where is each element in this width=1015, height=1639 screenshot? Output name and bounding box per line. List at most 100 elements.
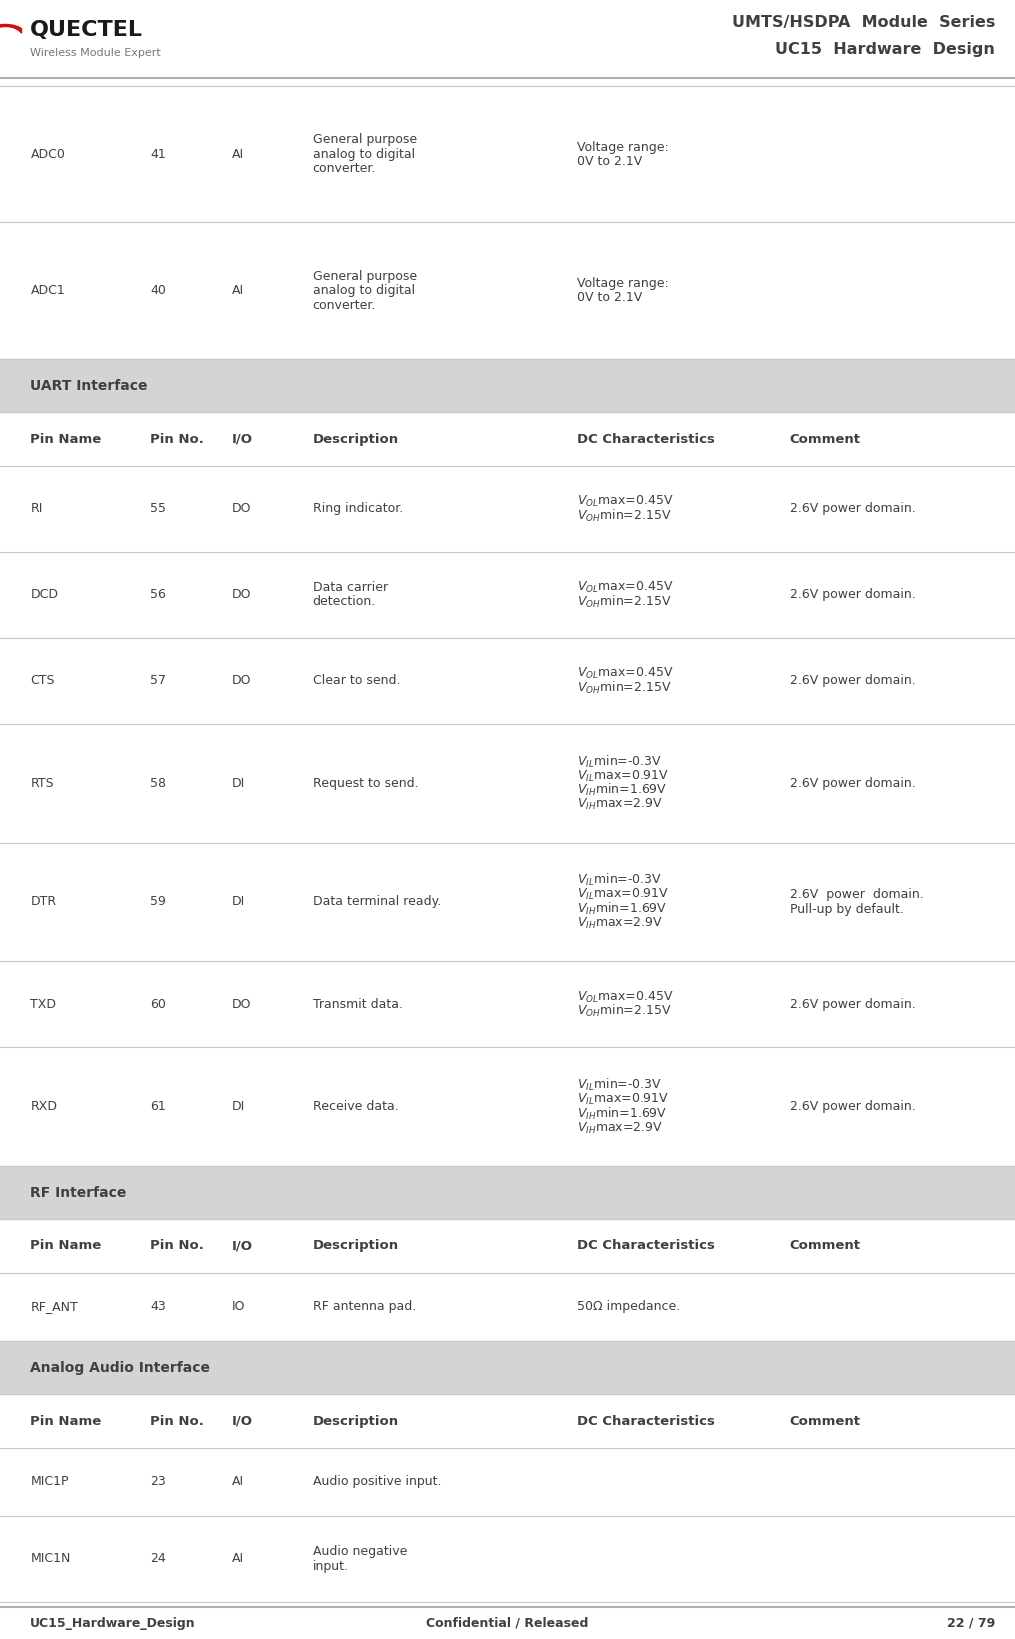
Text: 50Ω impedance.: 50Ω impedance. (577, 1300, 680, 1313)
Text: Transmit data.: Transmit data. (313, 998, 403, 1011)
Text: ADC0: ADC0 (30, 148, 65, 161)
Text: input.: input. (313, 1560, 348, 1573)
Text: Request to send.: Request to send. (313, 777, 418, 790)
Text: DI: DI (231, 777, 245, 790)
Text: UMTS/HSDPA  Module  Series: UMTS/HSDPA Module Series (732, 15, 995, 30)
Text: AI: AI (231, 148, 244, 161)
Text: DC Characteristics: DC Characteristics (577, 433, 715, 446)
Text: $V_{IL}$max=0.91V: $V_{IL}$max=0.91V (577, 1092, 669, 1106)
Text: $V_{OH}$min=2.15V: $V_{OH}$min=2.15V (577, 1003, 671, 1019)
Text: Pin No.: Pin No. (150, 433, 204, 446)
Text: Pin Name: Pin Name (30, 1239, 102, 1252)
Text: Ring indicator.: Ring indicator. (313, 502, 403, 515)
Text: $V_{OL}$max=0.45V: $V_{OL}$max=0.45V (577, 990, 673, 1005)
Text: 61: 61 (150, 1100, 166, 1113)
Text: $V_{IL}$min=-0.3V: $V_{IL}$min=-0.3V (577, 754, 662, 770)
Text: 56: 56 (150, 588, 166, 602)
Text: General purpose: General purpose (313, 133, 417, 146)
Text: Pin No.: Pin No. (150, 1414, 204, 1428)
Text: $V_{IH}$max=2.9V: $V_{IH}$max=2.9V (577, 797, 663, 813)
Text: I/O: I/O (231, 433, 253, 446)
Text: Wireless Module Expert: Wireless Module Expert (30, 48, 160, 57)
Text: DO: DO (231, 588, 251, 602)
Text: CTS: CTS (30, 674, 55, 687)
Text: $V_{IH}$max=2.9V: $V_{IH}$max=2.9V (577, 916, 663, 931)
Text: RF antenna pad.: RF antenna pad. (313, 1300, 416, 1313)
Text: Receive data.: Receive data. (313, 1100, 398, 1113)
Text: Pin Name: Pin Name (30, 433, 102, 446)
Text: 2.6V power domain.: 2.6V power domain. (790, 588, 916, 602)
Text: DC Characteristics: DC Characteristics (577, 1414, 715, 1428)
Text: Voltage range:: Voltage range: (577, 141, 668, 154)
Text: DCD: DCD (30, 588, 59, 602)
Text: IO: IO (231, 1300, 245, 1313)
Text: Audio positive input.: Audio positive input. (313, 1475, 442, 1488)
Text: 2.6V power domain.: 2.6V power domain. (790, 777, 916, 790)
Text: RF_ANT: RF_ANT (30, 1300, 78, 1313)
Text: 2.6V  power  domain.: 2.6V power domain. (790, 888, 924, 901)
Text: $V_{IL}$max=0.91V: $V_{IL}$max=0.91V (577, 887, 669, 901)
Text: UART Interface: UART Interface (30, 379, 148, 393)
Text: I/O: I/O (231, 1239, 253, 1252)
Text: $V_{OL}$max=0.45V: $V_{OL}$max=0.45V (577, 493, 673, 510)
Text: Analog Audio Interface: Analog Audio Interface (30, 1360, 210, 1375)
Text: 23: 23 (150, 1475, 166, 1488)
Text: analog to digital: analog to digital (313, 284, 415, 297)
Text: UC15  Hardware  Design: UC15 Hardware Design (775, 43, 995, 57)
Text: DI: DI (231, 895, 245, 908)
Text: TXD: TXD (30, 998, 57, 1011)
Text: Comment: Comment (790, 433, 861, 446)
Text: Clear to send.: Clear to send. (313, 674, 400, 687)
Text: AI: AI (231, 1475, 244, 1488)
Text: $V_{OH}$min=2.15V: $V_{OH}$min=2.15V (577, 593, 671, 610)
Text: 2.6V power domain.: 2.6V power domain. (790, 502, 916, 515)
Text: $V_{IL}$min=-0.3V: $V_{IL}$min=-0.3V (577, 872, 662, 888)
Text: $V_{IH}$max=2.9V: $V_{IH}$max=2.9V (577, 1121, 663, 1136)
Text: DC Characteristics: DC Characteristics (577, 1239, 715, 1252)
Text: Audio negative: Audio negative (313, 1546, 407, 1559)
Text: ADC1: ADC1 (30, 284, 65, 297)
Text: Comment: Comment (790, 1239, 861, 1252)
Text: converter.: converter. (313, 162, 376, 175)
Text: 22 / 79: 22 / 79 (947, 1616, 995, 1629)
Bar (0, 1165, 1015, 1219)
Text: 59: 59 (150, 895, 166, 908)
Text: $V_{IH}$min=1.69V: $V_{IH}$min=1.69V (577, 782, 667, 798)
Text: converter.: converter. (313, 298, 376, 311)
Text: Description: Description (313, 1239, 399, 1252)
Text: Pin No.: Pin No. (150, 1239, 204, 1252)
Text: 41: 41 (150, 148, 166, 161)
Text: DO: DO (231, 502, 251, 515)
Text: I/O: I/O (231, 1414, 253, 1428)
Text: AI: AI (231, 1552, 244, 1565)
Text: $V_{OH}$min=2.15V: $V_{OH}$min=2.15V (577, 680, 671, 697)
Text: Voltage range:: Voltage range: (577, 277, 668, 290)
Text: General purpose: General purpose (313, 270, 417, 284)
Text: 0V to 2.1V: 0V to 2.1V (577, 156, 641, 167)
Text: UC15_Hardware_Design: UC15_Hardware_Design (30, 1616, 196, 1629)
Text: $V_{OL}$max=0.45V: $V_{OL}$max=0.45V (577, 580, 673, 595)
Text: 40: 40 (150, 284, 166, 297)
Text: $V_{IH}$min=1.69V: $V_{IH}$min=1.69V (577, 901, 667, 918)
Text: $V_{OH}$min=2.15V: $V_{OH}$min=2.15V (577, 508, 671, 524)
Text: RF Interface: RF Interface (30, 1185, 127, 1200)
Text: Data carrier: Data carrier (313, 582, 388, 593)
Text: AI: AI (231, 284, 244, 297)
Bar (0, 1341, 1015, 1395)
Text: QUECTEL: QUECTEL (30, 20, 143, 39)
Text: 55: 55 (150, 502, 166, 515)
Text: 60: 60 (150, 998, 166, 1011)
Text: DI: DI (231, 1100, 245, 1113)
Text: RXD: RXD (30, 1100, 58, 1113)
Text: 2.6V power domain.: 2.6V power domain. (790, 998, 916, 1011)
Text: DO: DO (231, 998, 251, 1011)
Text: Description: Description (313, 1414, 399, 1428)
Text: 24: 24 (150, 1552, 166, 1565)
Text: Description: Description (313, 433, 399, 446)
Text: analog to digital: analog to digital (313, 148, 415, 161)
Text: MIC1P: MIC1P (30, 1475, 69, 1488)
Text: RI: RI (30, 502, 43, 515)
Text: 57: 57 (150, 674, 166, 687)
Text: $V_{IH}$min=1.69V: $V_{IH}$min=1.69V (577, 1106, 667, 1121)
Text: MIC1N: MIC1N (30, 1552, 71, 1565)
